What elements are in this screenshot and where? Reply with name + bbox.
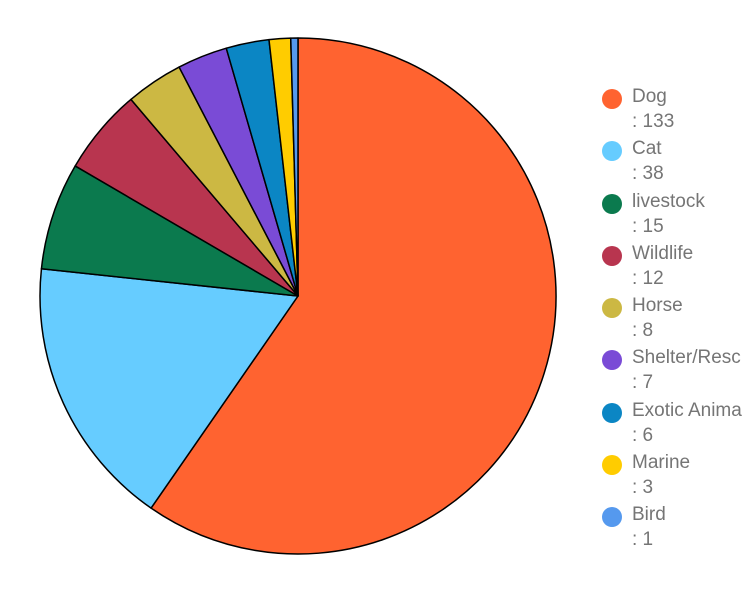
legend-swatch-wildlife [602, 245, 622, 266]
legend-item-cat[interactable]: Cat : 38 [602, 137, 749, 189]
legend-label-dog: Dog [632, 86, 667, 107]
pie-chart [39, 37, 557, 555]
pie-slice-livestock[interactable] [40, 165, 299, 297]
legend-item-marine[interactable]: Marine : 3 [602, 451, 749, 503]
legend-item-bird[interactable]: Bird : 1 [602, 503, 749, 555]
legend-item-wildlife[interactable]: Wildlife : 12 [602, 242, 749, 294]
legend-label-exotic-animal: Exotic Anima [632, 399, 742, 421]
legend-swatch-livestock [602, 193, 622, 214]
legend-value-horse: : 8 [632, 320, 654, 342]
legend-value-exotic-animal: : 6 [632, 424, 654, 446]
legend-swatch-marine [602, 455, 622, 476]
legend-label-bird: Bird [632, 504, 666, 526]
pie-slice-bird[interactable] [289, 37, 299, 297]
legend-item-exotic-animal[interactable]: Exotic Anima : 6 [602, 399, 749, 451]
legend-swatch-horse [602, 298, 622, 319]
legend-value-shelter-rescue: : 7 [632, 372, 654, 394]
legend-value-wildlife: : 12 [632, 267, 664, 289]
pie-slice-dog[interactable] [150, 37, 557, 555]
legend-label-shelter-rescue: Shelter/Resc [632, 347, 741, 369]
legend-value-dog: : 133 [632, 111, 675, 132]
legend-label-horse: Horse [632, 295, 683, 317]
pie-slice-cat[interactable] [39, 268, 299, 509]
legend-item-shelter-rescue[interactable]: Shelter/Resc : 7 [602, 346, 749, 398]
legend-swatch-exotic-animal [602, 402, 622, 423]
legend-swatch-shelter-rescue [602, 350, 622, 371]
legend-label-marine: Marine [632, 452, 691, 474]
legend-label-cat: Cat [632, 138, 662, 160]
legend-label-wildlife: Wildlife [632, 242, 694, 264]
legend-swatch-bird [602, 507, 622, 528]
legend-value-cat: : 38 [632, 163, 664, 185]
legend-value-bird: : 1 [632, 529, 654, 551]
legend-label-livestock: livestock [632, 190, 705, 212]
legend-swatch-cat [602, 141, 622, 162]
legend-item-dog[interactable]: Dog : 133 [602, 85, 749, 137]
legend-item-livestock[interactable]: livestock : 15 [602, 190, 749, 242]
legend: Dog : 133 Cat : 38 livestock : 15 Wildli… [602, 85, 749, 556]
legend-value-marine: : 3 [632, 477, 654, 499]
legend-swatch-dog [602, 89, 622, 109]
legend-value-livestock: : 15 [632, 215, 664, 237]
legend-item-horse[interactable]: Horse : 8 [602, 294, 749, 346]
